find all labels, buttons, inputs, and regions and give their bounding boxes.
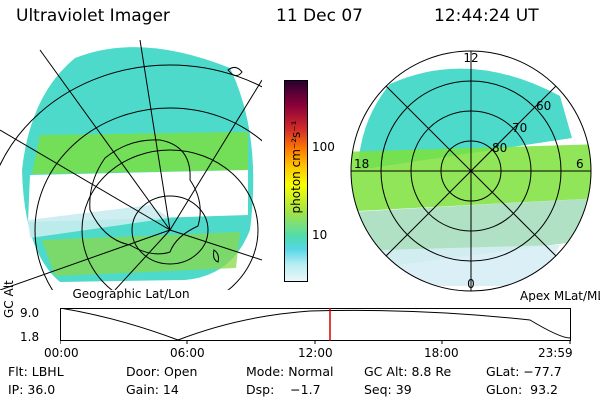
timeline-xtick-0600: 06:00 <box>170 346 205 360</box>
right-panel-caption: Apex MLat/MLT <box>520 289 600 302</box>
glat-readout: GLat: −77.7 <box>486 364 562 379</box>
time-readout: 12:44:24 UT <box>434 6 539 26</box>
colorbar-tick-100: 100 <box>312 140 335 154</box>
dsp-readout: Dsp: −1.7 <box>246 382 321 397</box>
lat-label-80: 80 <box>492 141 507 155</box>
gc-alt-readout: GC Alt: 8.8 Re <box>364 364 452 379</box>
altitude-timeline <box>60 308 571 344</box>
mlt-label-6: 6 <box>576 157 584 171</box>
geographic-map: Geographic Lat/Lon <box>0 40 262 300</box>
timeline-xtick-1200: 12:00 <box>298 346 333 360</box>
timeline-ytick-9: 9.0 <box>20 306 40 320</box>
lat-label-60: 60 <box>536 99 551 113</box>
date-readout: 11 Dec 07 <box>276 6 363 26</box>
left-panel-caption: Geographic Lat/Lon <box>72 287 189 300</box>
gain-readout: Gain: 14 <box>126 382 179 397</box>
ip-readout: IP: 36.0 <box>8 382 56 397</box>
timeline-xtick-2359: 23:59 <box>538 346 573 360</box>
colorbar-label: photon cm⁻²s⁻¹ <box>289 120 303 214</box>
colorbar <box>284 80 308 282</box>
filter-readout: Flt: LBHL <box>8 364 64 379</box>
colorbar-tick-10: 10 <box>312 228 328 242</box>
mlt-label-12: 12 <box>463 51 478 65</box>
glon-readout: GLon: 93.2 <box>486 382 558 397</box>
mlt-label-0: 0 <box>467 277 475 291</box>
timeline-ytick-1-8: 1.8 <box>20 330 40 344</box>
magnetic-polar-plot: 12 18 6 0 60 70 80 Apex MLat/MLT <box>350 50 600 302</box>
timeline-xtick-0000: 00:00 <box>44 346 79 360</box>
mlt-label-18: 18 <box>354 157 369 171</box>
seq-readout: Seq: 39 <box>364 382 412 397</box>
mode-readout: Mode: Normal <box>246 364 334 379</box>
timeline-xtick-1800: 18:00 <box>424 346 459 360</box>
lat-label-70: 70 <box>512 121 527 135</box>
timeline-ylabel: GC Alt <box>2 280 16 318</box>
door-readout: Door: Open <box>126 364 198 379</box>
app-title: Ultraviolet Imager <box>16 6 170 26</box>
